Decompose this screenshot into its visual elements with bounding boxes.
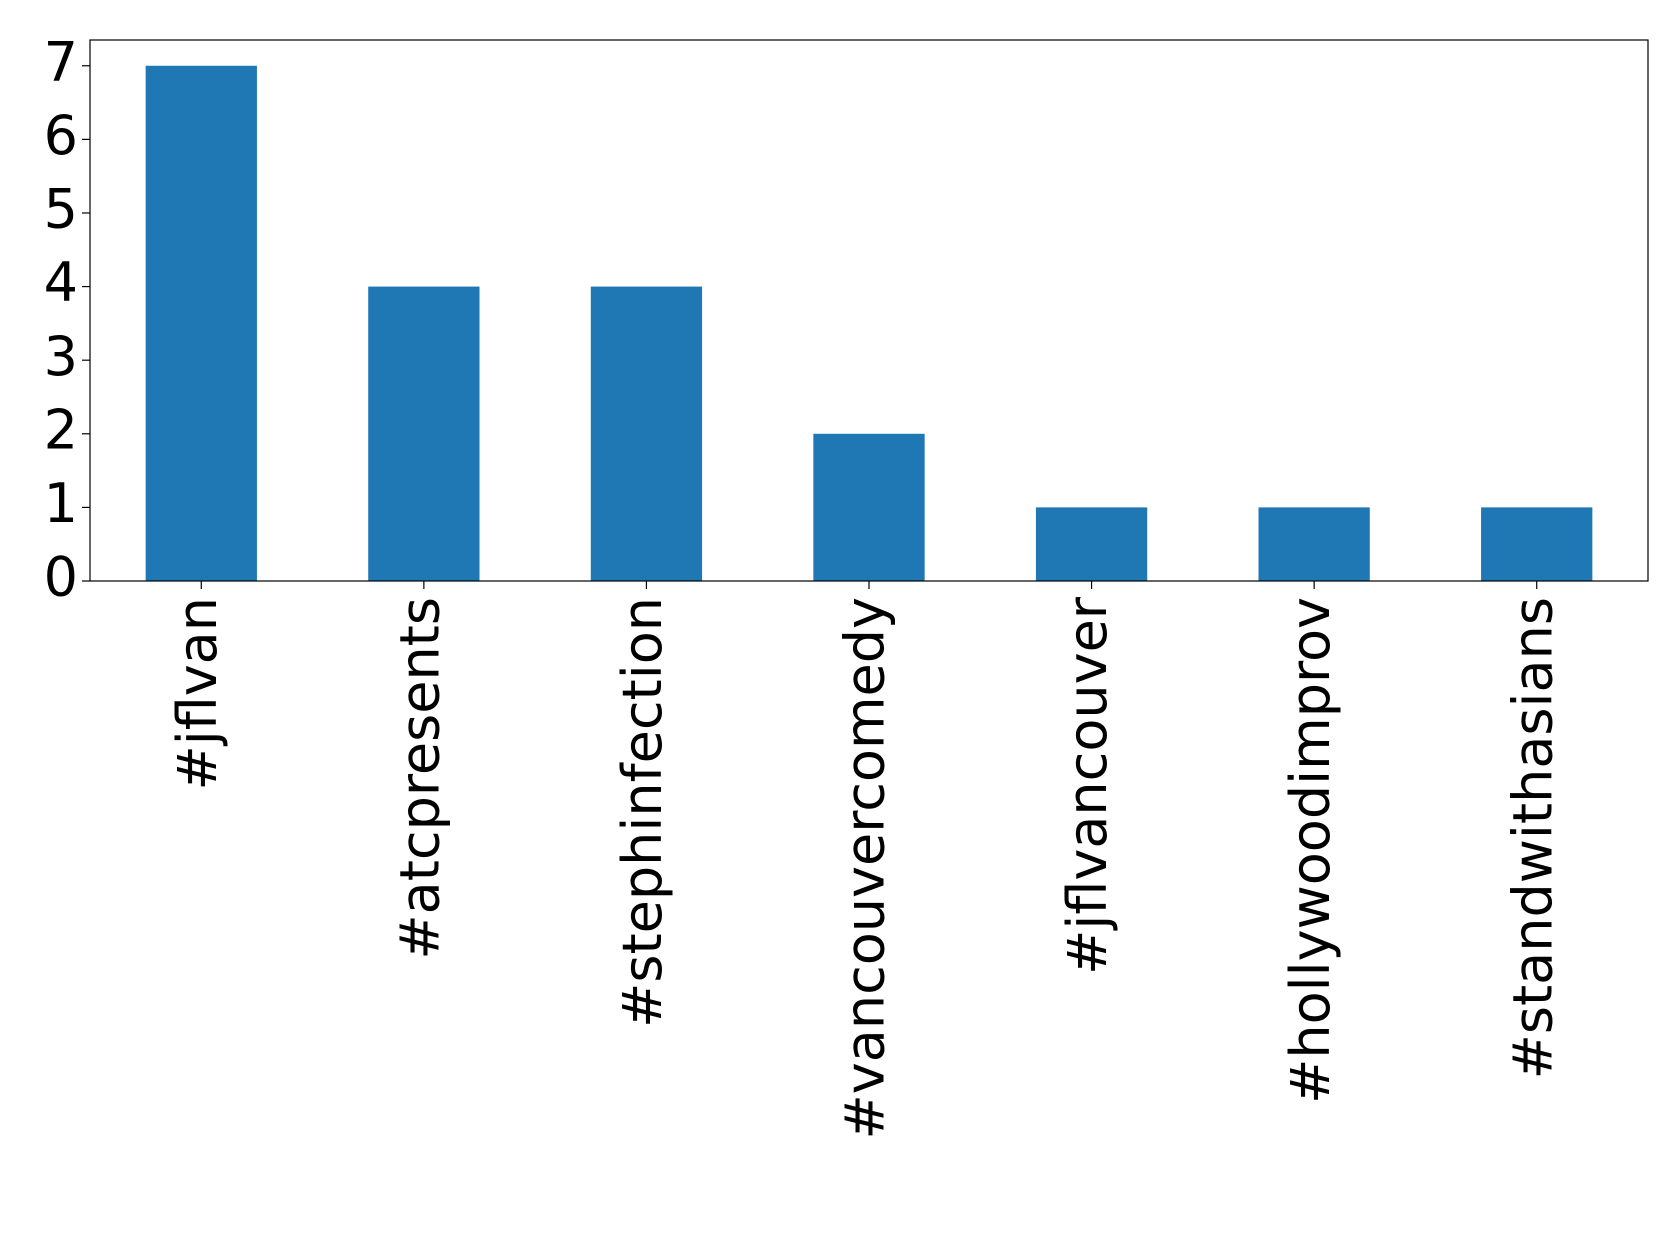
x-tick-label: #jflvancouver	[1056, 596, 1119, 975]
x-tick-label: #standwithasians	[1501, 597, 1564, 1079]
x-tick-label: #jflvan	[166, 597, 229, 791]
y-tick-label: 5	[44, 178, 78, 241]
y-tick-label: 6	[44, 104, 78, 167]
x-tick-label: #stephinfection	[611, 597, 674, 1028]
y-tick-label: 3	[44, 325, 78, 388]
bar	[368, 286, 480, 581]
y-tick-label: 1	[44, 472, 78, 535]
plot-frame	[89, 39, 1649, 582]
y-tick-label: 0	[44, 546, 78, 609]
y-tick-label: 2	[44, 398, 78, 461]
y-tick-label: 4	[44, 251, 78, 314]
x-tick-label: #vancouvercomedy	[834, 597, 897, 1139]
y-tick-label: 7	[44, 30, 78, 93]
bar	[813, 433, 925, 581]
bar	[145, 65, 257, 581]
bar	[1035, 507, 1148, 581]
bar	[1258, 507, 1370, 581]
bar	[590, 286, 703, 581]
x-tick-label: #atcpresents	[388, 597, 451, 960]
bar	[1481, 507, 1593, 581]
x-tick-label: #hollywoodimprov	[1279, 597, 1342, 1104]
